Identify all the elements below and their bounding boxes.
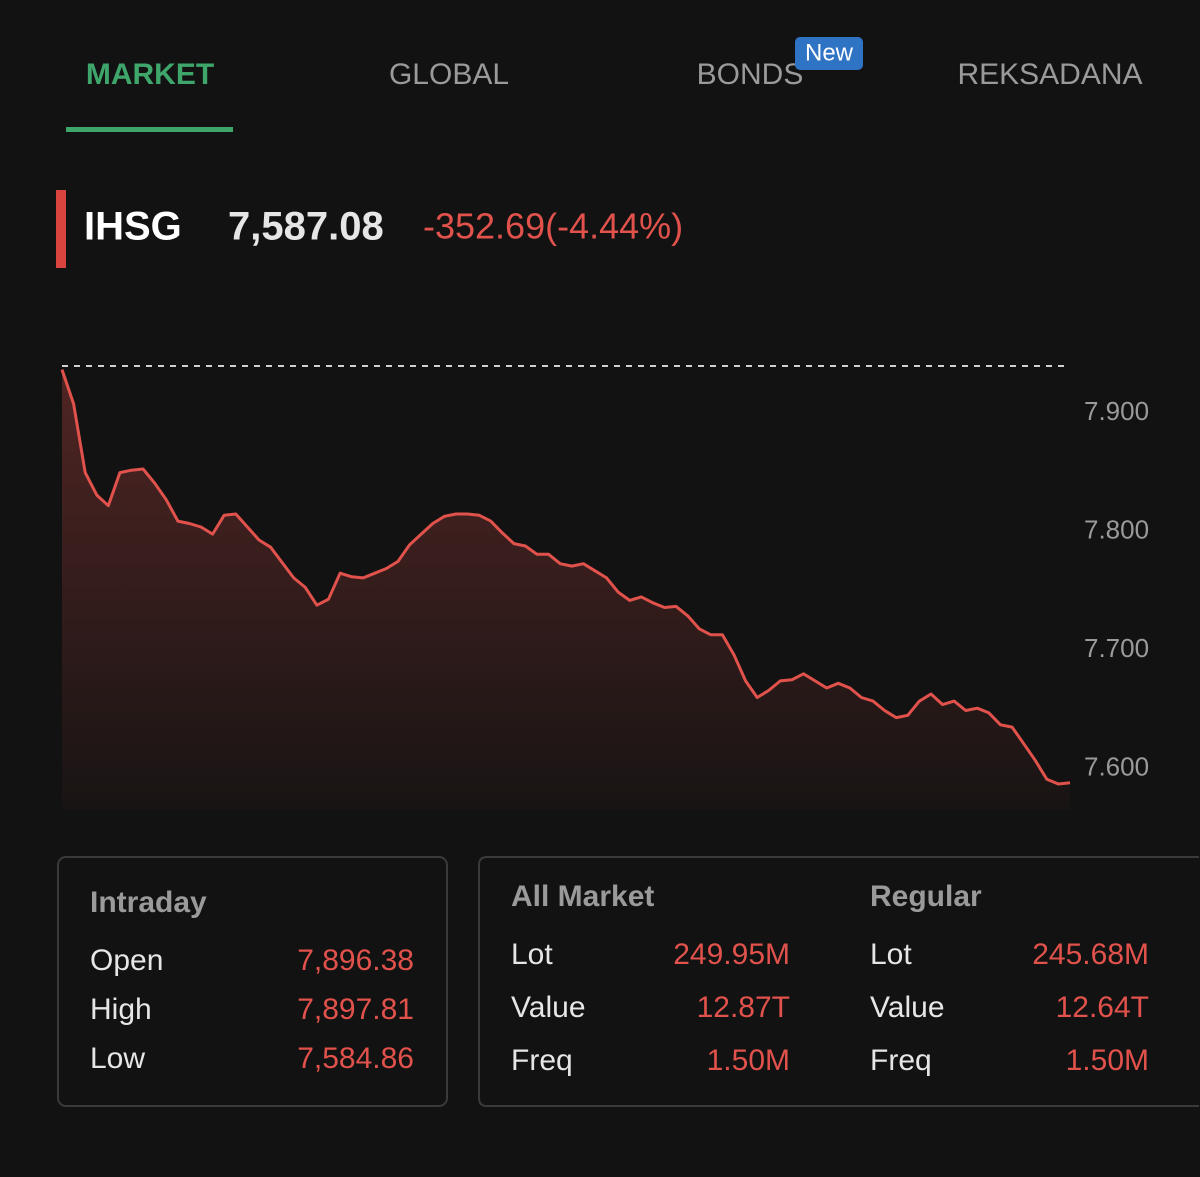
row-value: 1.50M [1066,1044,1149,1077]
index-price: 7,587.08 [228,205,384,249]
row-label: Value [511,991,586,1024]
row-value: 249.95M [673,938,790,971]
row-label: Lot [511,938,553,971]
tab[interactable]: REKSADANA [957,58,1142,91]
row-label: Value [870,991,945,1024]
stats: Intraday Open 7,896.38 High 7,897.81 Low 7,584… [90,880,1149,1077]
row-label: Low [90,1042,145,1075]
row-value: 7,584.86 [297,1042,414,1075]
y-tick-label: 7.700 [1084,633,1149,663]
box-title: All Market [511,880,654,913]
accent-bar [56,190,66,268]
market-box [478,856,1199,1107]
area-fill [62,369,1070,810]
price-line [60,369,1071,786]
row-value: 12.64T [1056,991,1149,1024]
row-label: High [90,993,152,1026]
y-tick-label: 7.800 [1084,515,1149,545]
tab[interactable]: GLOBAL [389,58,509,91]
badge-label: New [805,39,854,66]
tab[interactable]: BONDS [697,58,804,91]
row-label: Freq [870,1044,932,1077]
chart: 7.900 7.800 7.700 7.600 [60,365,1149,810]
index-change: -352.69(-4.44%) [423,206,683,247]
row-value: 1.50M [707,1044,790,1077]
tab[interactable]: MARKET [86,58,214,91]
row-value: 12.87T [697,991,790,1024]
index-name: IHSG [84,205,182,249]
row-value: 7,897.81 [297,993,414,1026]
box-title: Regular [870,880,982,913]
intraday-box [57,856,448,1107]
y-tick-label: 7.900 [1084,396,1149,426]
row-label: Lot [870,938,912,971]
row-value: 245.68M [1032,938,1149,971]
tab-underline [66,127,233,132]
box-title: Intraday [90,886,207,919]
y-tick-label: 7.600 [1084,751,1149,781]
row-label: Open [90,944,163,977]
row-value: 7,896.38 [297,944,414,977]
row-label: Freq [511,1044,573,1077]
badge [795,37,863,70]
